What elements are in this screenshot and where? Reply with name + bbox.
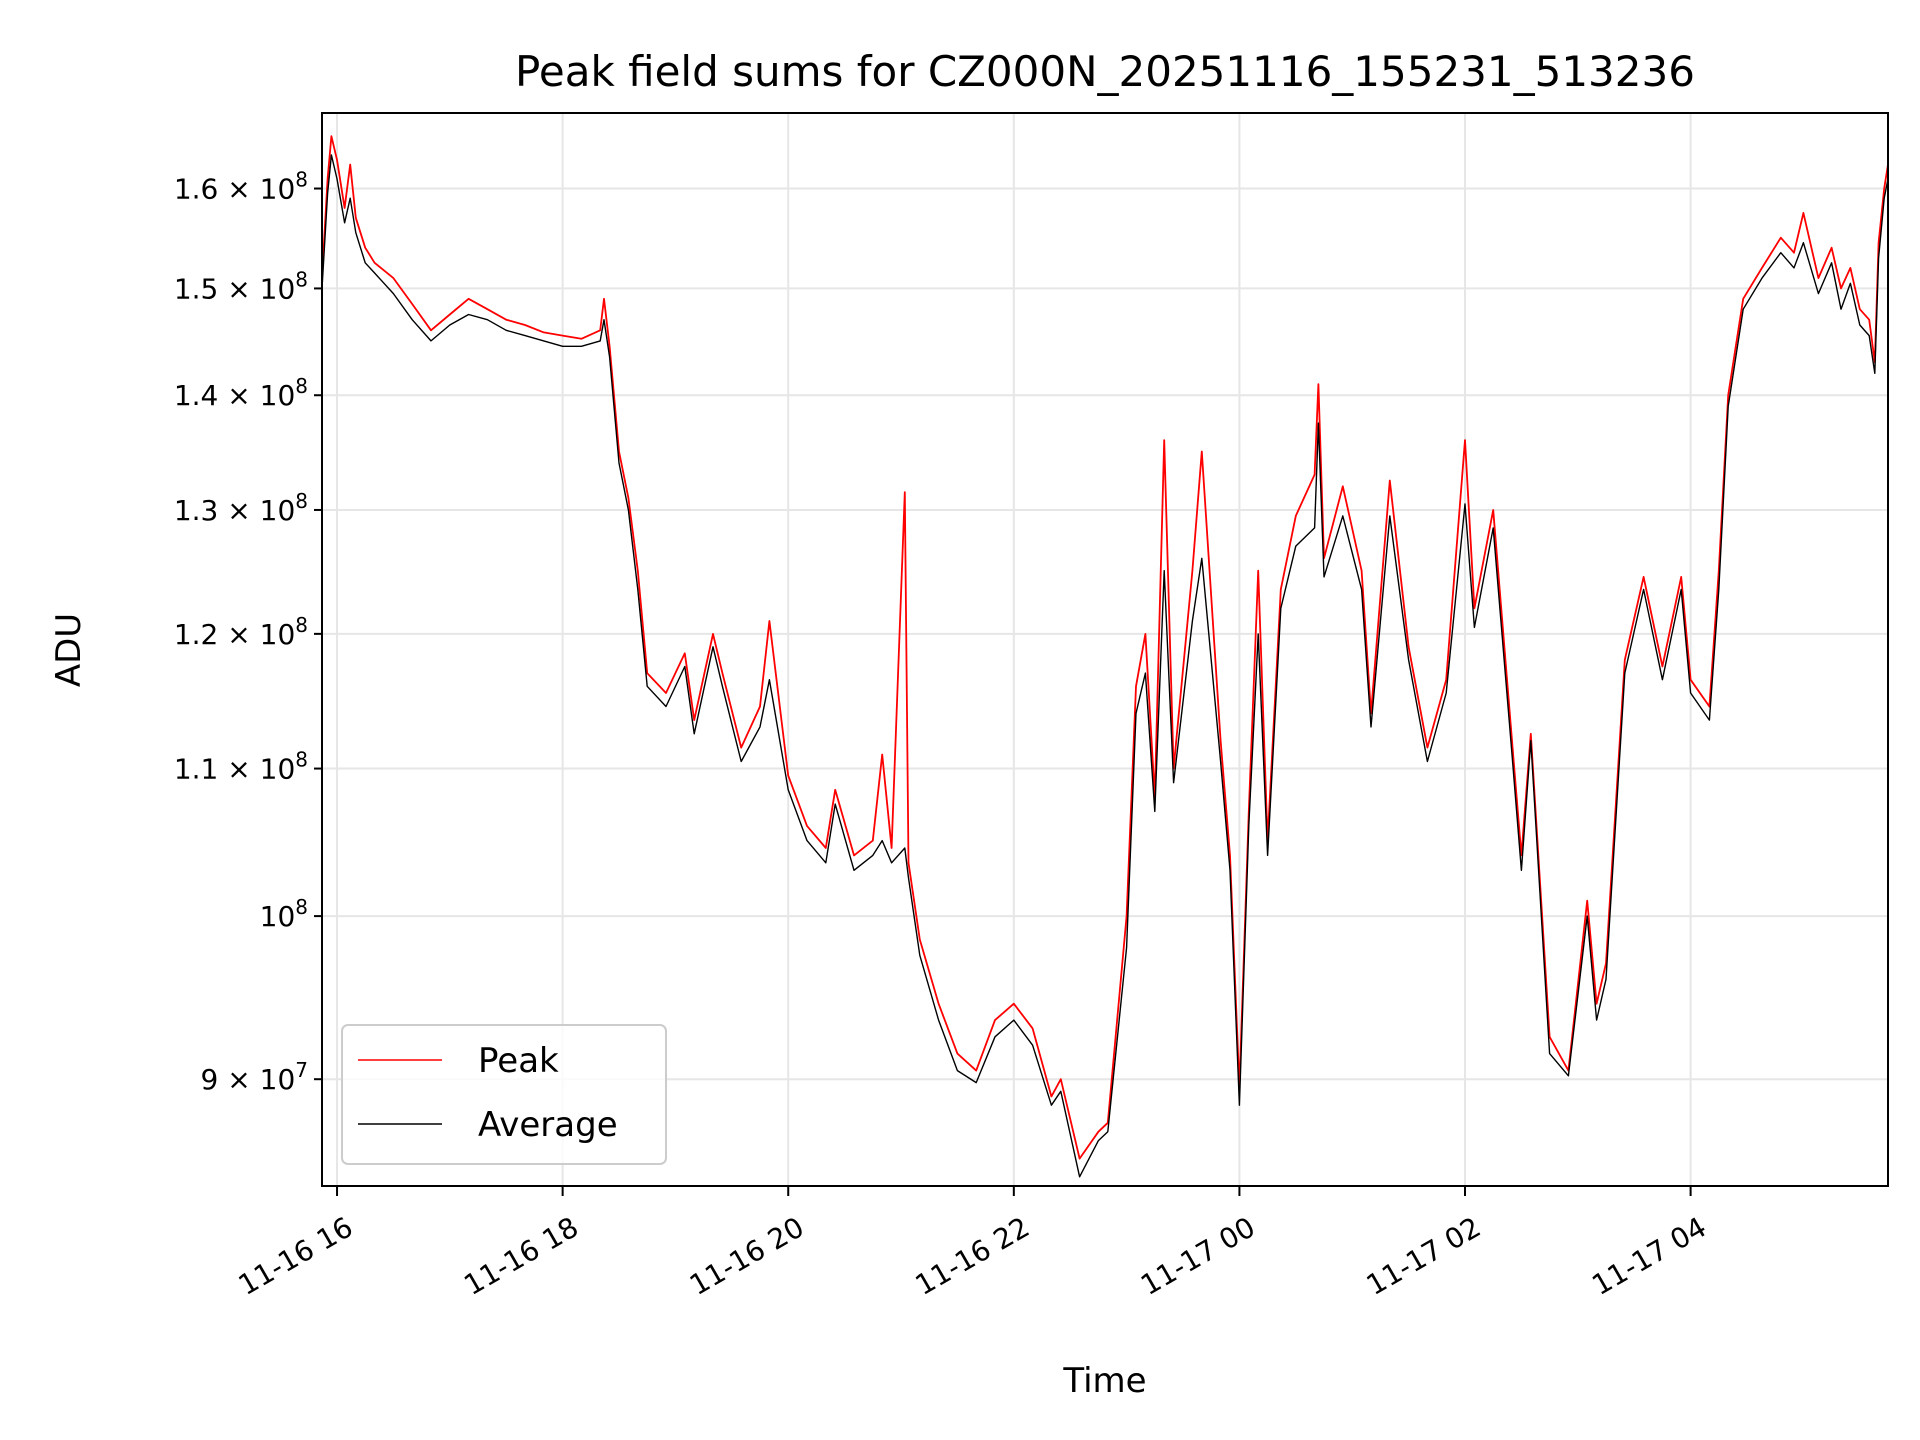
y-tick-label: 1.1 × 108 (174, 748, 308, 786)
plot-frame (321, 112, 1889, 1187)
grid (322, 113, 1888, 1186)
y-tick-label: 1.3 × 108 (174, 489, 308, 527)
series-lines (321, 135, 1889, 1178)
legend: Peak Average (341, 1024, 667, 1165)
y-tick-label: 1.6 × 108 (174, 168, 308, 206)
y-axis-label: ADU (49, 613, 89, 687)
y-tick-label: 108 (260, 895, 308, 933)
y-tick-label: 1.4 × 108 (174, 374, 308, 412)
legend-label-average: Average (478, 1105, 618, 1145)
y-tick-label: 1.5 × 108 (174, 267, 308, 305)
y-tick-label: 1.2 × 108 (174, 613, 308, 651)
chart-title: Peak field sums for CZ000N_20251116_1552… (515, 47, 1695, 96)
y-axis: 9 × 107 108 1.1 × 108 1.2 × 108 1.3 × 108 1.4… (174, 168, 322, 1096)
y-tick-label: 9 × 107 (201, 1058, 308, 1096)
series-line-peak (321, 135, 1889, 1160)
x-axis-label: Time (1062, 1361, 1146, 1401)
legend-label-peak: Peak (478, 1041, 559, 1081)
series-line-average (321, 154, 1889, 1178)
